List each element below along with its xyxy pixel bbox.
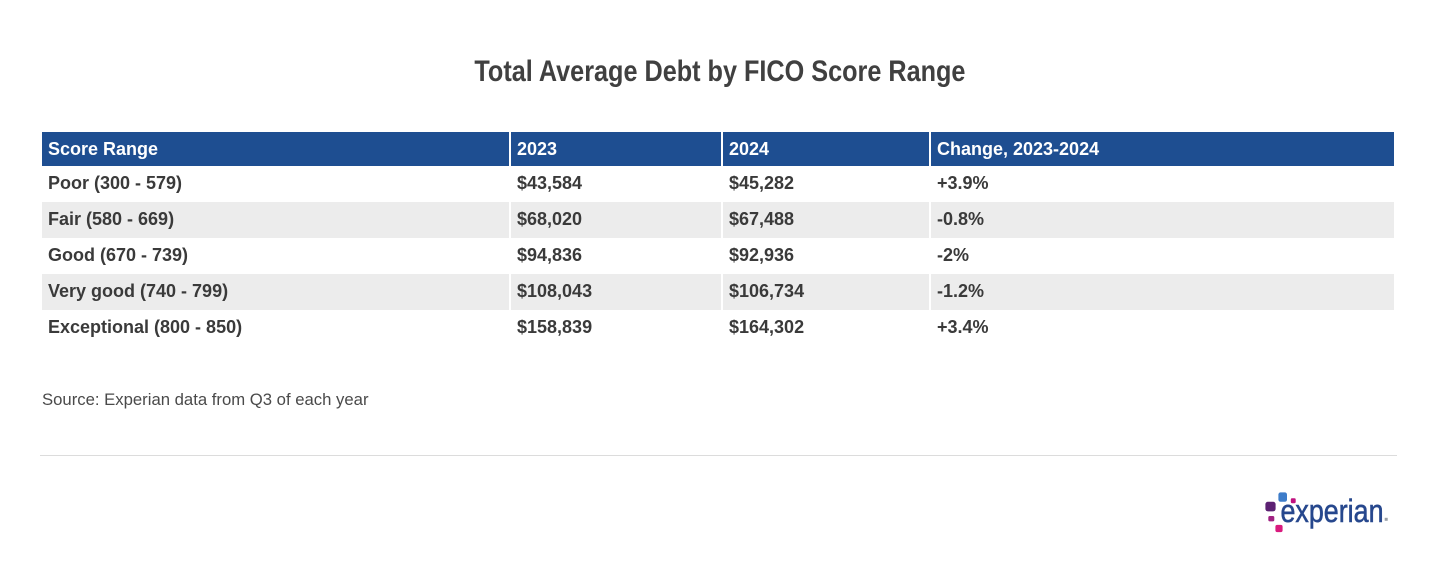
svg-text:experian: experian bbox=[1281, 493, 1384, 529]
